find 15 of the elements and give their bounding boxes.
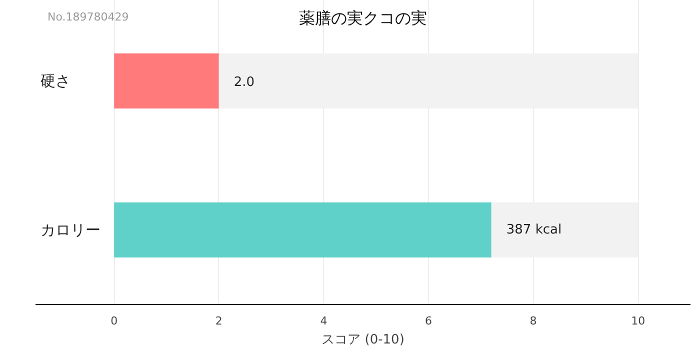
annotation: No.189780429 bbox=[48, 10, 129, 24]
bar bbox=[114, 53, 219, 109]
x-tick-label: 2 bbox=[215, 314, 222, 328]
text: 薬膳の実クコの実 bbox=[299, 8, 427, 28]
x-tick-label: 6 bbox=[425, 314, 432, 328]
x-tick-label: 0 bbox=[110, 314, 118, 328]
x-axis-title: スコア (0-10) bbox=[322, 332, 404, 348]
bar bbox=[114, 202, 492, 258]
y-tick-label: 硬さ bbox=[40, 72, 70, 90]
x-tick-label: 8 bbox=[530, 314, 537, 328]
data-label: 2.0 bbox=[234, 74, 255, 90]
x-tick-label: 10 bbox=[631, 314, 646, 328]
annotation: 387 kcal bbox=[506, 222, 562, 238]
x-tick-label: 4 bbox=[320, 314, 328, 328]
y-tick-label: カロリー bbox=[40, 220, 100, 239]
